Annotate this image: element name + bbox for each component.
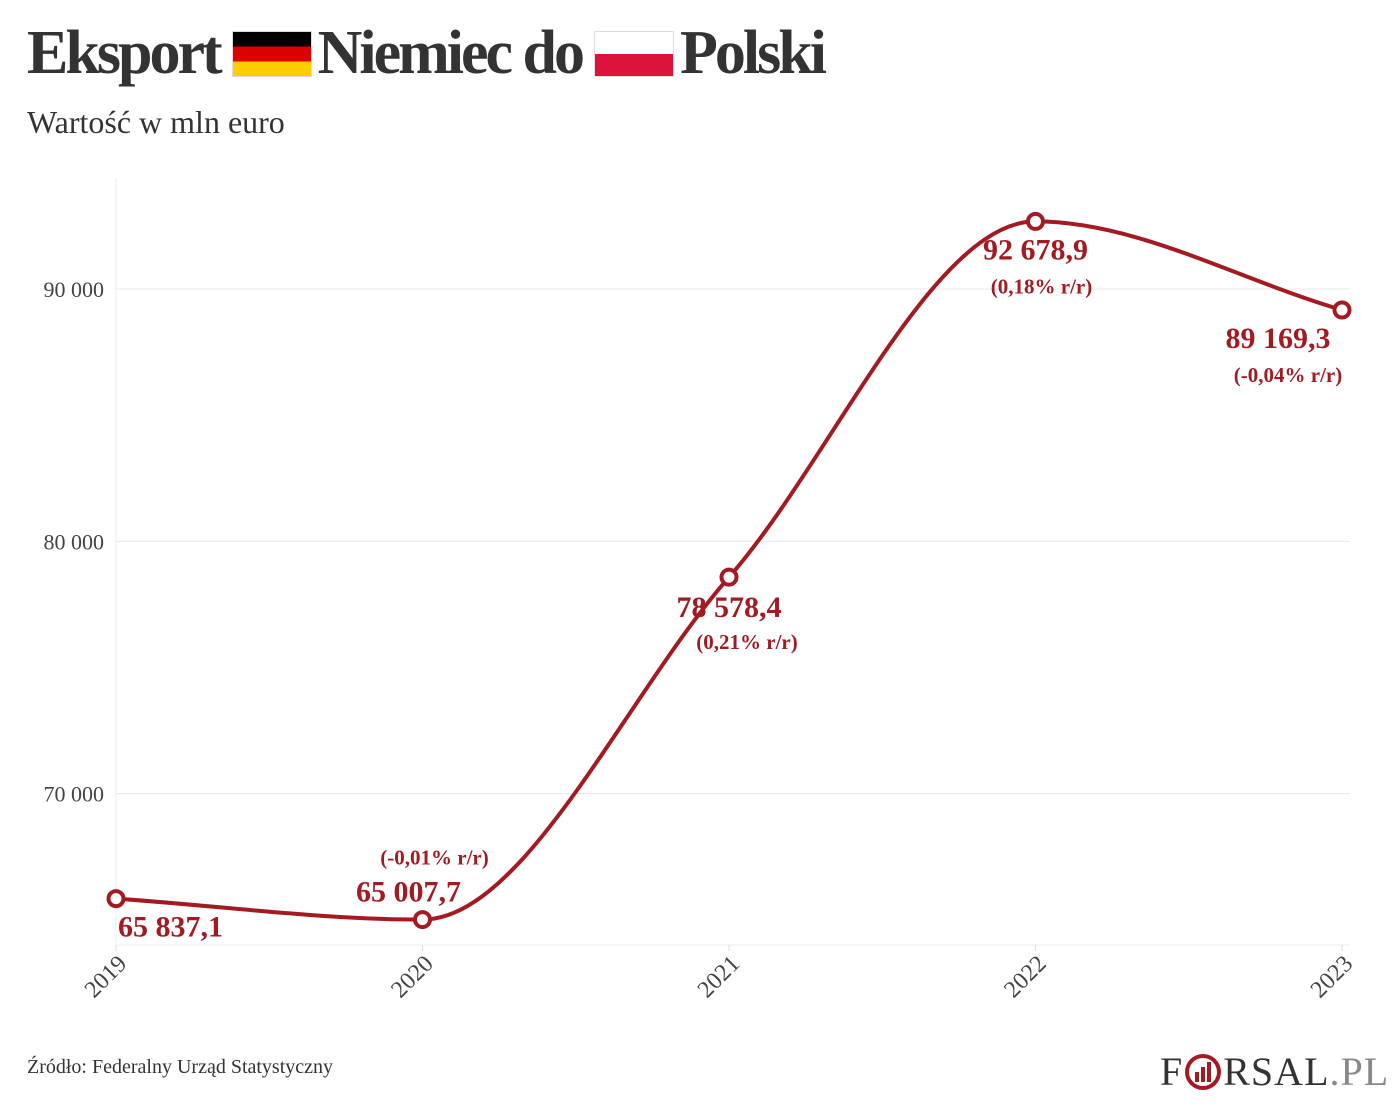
y-tick-label: 90 000 <box>44 277 105 302</box>
data-point <box>719 567 739 587</box>
data-point <box>413 910 432 930</box>
line-chart: 70 000 80 000 90 000 2019 2020 2021 2022 2023 65… <box>44 178 1358 1003</box>
change-label: (0,18% r/r) <box>991 274 1092 298</box>
data-label: 65 837,1 <box>118 911 223 944</box>
x-tick-label: 2022 <box>999 951 1051 1003</box>
title-part-3: Polski <box>680 19 827 87</box>
forsal-logo: F RSAL .PL <box>1160 1048 1389 1095</box>
poland-flag-icon <box>594 30 675 77</box>
logo-text: F <box>1160 1049 1184 1094</box>
chart-title: Eksport Niemiec do Polski <box>27 18 827 89</box>
data-label: 92 678,9 <box>983 233 1088 266</box>
germany-flag-icon <box>231 30 312 77</box>
x-tick-label: 2019 <box>80 951 132 1003</box>
chart-subtitle: Wartość w mln euro <box>27 104 285 140</box>
change-label: (-0,04% r/r) <box>1234 363 1342 387</box>
logo-chart-icon <box>1185 1053 1222 1090</box>
data-point <box>106 889 126 909</box>
data-point <box>1332 300 1352 320</box>
x-tick-label: 2023 <box>1306 951 1358 1003</box>
source-note: Źródło: Federalny Urząd Statystyczny <box>27 1056 334 1078</box>
title-part-1: Eksport <box>27 19 223 87</box>
title-part-2: Niemiec do <box>317 19 585 87</box>
data-label: 78 578,4 <box>677 591 782 624</box>
logo-text: .PL <box>1329 1049 1390 1094</box>
change-label: (0,21% r/r) <box>696 630 797 654</box>
change-label: (-0,01% r/r) <box>380 846 488 870</box>
y-tick-label: 70 000 <box>44 782 105 807</box>
x-tick-label: 2021 <box>693 951 745 1003</box>
data-label: 89 169,3 <box>1226 322 1331 355</box>
data-point <box>1026 211 1045 231</box>
y-tick-label: 80 000 <box>44 529 105 554</box>
x-tick-label: 2020 <box>386 951 438 1003</box>
logo-text: RSAL <box>1223 1049 1330 1094</box>
data-label: 65 007,7 <box>356 876 461 909</box>
